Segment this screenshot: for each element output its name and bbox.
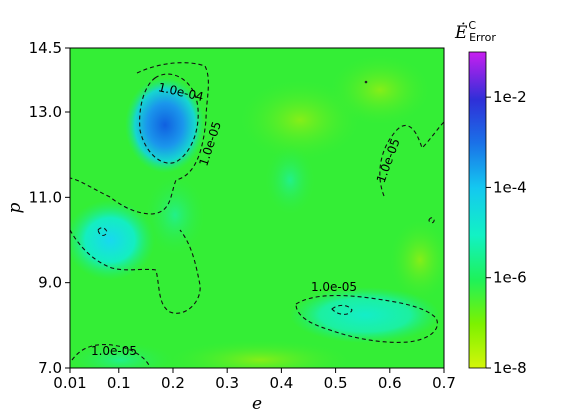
hotspot-lower-right [290,287,440,343]
heatmap-field [70,55,444,368]
colorbar-gradient [468,51,487,369]
contour-1e-05-bottom-left [71,343,151,368]
colorbar-tick-label: 1e-2 [493,88,527,106]
x-tick-label: 0.2 [161,374,185,392]
colorbar-ticks: 1e-2 1e-4 1e-6 1e-8 [486,88,527,377]
y-tick-label: 11.0 [29,188,62,206]
contour-1e-04-main [139,73,199,164]
colorbar: 1e-2 1e-4 1e-6 1e-8 ĖC Error [454,19,527,377]
hotspot-left [70,200,155,280]
contour-1e-05-lower-right [295,295,438,343]
y-axis: 7.0 9.0 11.0 13.0 14.5 [29,39,70,377]
hotspot-main [125,77,205,173]
y-tick-label: 7.0 [38,359,62,377]
colorbar-tick-label: 1e-8 [493,359,527,377]
y-axis-label: p [5,202,25,213]
contour-dot [364,80,368,84]
y-tick-label: 14.5 [29,39,62,57]
x-tick-label: 0.7 [432,374,456,392]
contour-1e-05-left [70,229,201,314]
x-tick-label: 0.5 [324,374,348,392]
colorbar-tick-label: 1e-6 [493,269,527,287]
x-tick-label: 0.4 [269,374,293,392]
y-tick-label: 13.0 [29,103,62,121]
x-axis-label: e [252,394,262,414]
x-axis: 0.01 0.1 0.2 0.3 0.4 0.5 0.6 0.7 [53,368,456,392]
contour-1e-05-inner-lr [331,304,353,315]
y-tick-label: 9.0 [38,274,62,292]
colorbar-title-sub: Error [469,31,496,44]
contour-1e-05-right [379,121,444,197]
colorbar-title-main: Ė [454,22,468,43]
x-tick-label: 0.1 [107,374,131,392]
x-tick-label: 0.6 [378,374,402,392]
contour-label-4: 1.0e-05 [311,280,357,294]
plot-frame [69,47,445,369]
hotspot-bottom-left [70,342,175,368]
contour-small-right [428,217,435,224]
hotspot-center [265,145,315,215]
colorbar-title: ĖC Error [454,19,496,44]
colorbar-title-sup: C [468,19,476,32]
x-tick-label: 0.3 [215,374,239,392]
x-tick-label: 0.01 [53,374,86,392]
contour-lines [70,62,444,368]
colorbar-tick-label: 1e-4 [493,178,527,196]
contour-label-5: 1.0e-05 [91,344,137,358]
contour-small-left [97,227,108,237]
plot-area: 1.0e-04 1.0e-05 1.0e-05 1.0e-05 1.0e-05 [70,48,444,368]
